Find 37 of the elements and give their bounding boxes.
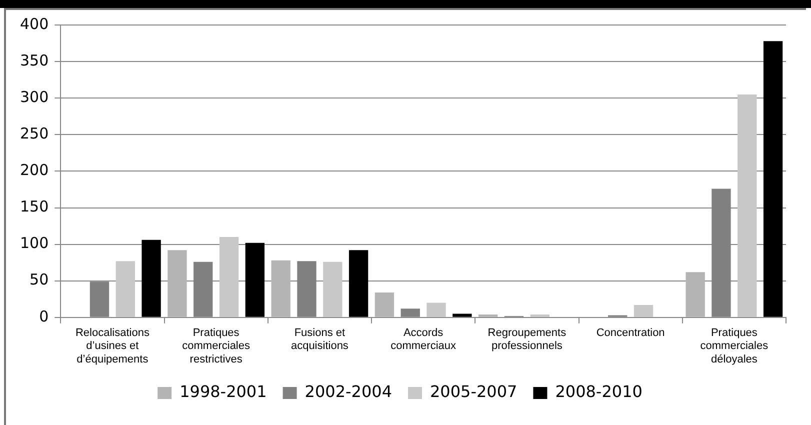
bar bbox=[686, 272, 705, 317]
x-tick-label: Pratiques commerciales déloyales bbox=[700, 327, 769, 366]
bar bbox=[219, 236, 239, 317]
y-tick-label: 150 bbox=[20, 198, 49, 216]
bar bbox=[763, 41, 783, 317]
bar bbox=[168, 250, 187, 317]
bar bbox=[323, 262, 342, 317]
y-tick-label: 350 bbox=[20, 51, 49, 70]
bar bbox=[142, 240, 161, 317]
bar bbox=[374, 292, 394, 317]
x-tick-label: Concentration bbox=[596, 327, 665, 340]
bar bbox=[452, 314, 472, 317]
bar bbox=[348, 250, 368, 317]
x-tick-label: Accords commerciaux bbox=[390, 327, 457, 352]
legend-label: 1998-2001 bbox=[180, 382, 267, 402]
bar bbox=[478, 314, 498, 317]
bar bbox=[271, 260, 290, 317]
x-tick-label: Regroupements professionnels bbox=[488, 327, 567, 352]
y-tick-label: 200 bbox=[20, 161, 49, 180]
legend-label: 2002-2004 bbox=[304, 382, 392, 402]
bar bbox=[530, 314, 550, 317]
y-tick-label: 100 bbox=[20, 234, 49, 252]
x-tick-label: Fusions et acquisitions bbox=[290, 327, 349, 352]
legend-label: 2005-2007 bbox=[430, 382, 518, 402]
y-tick-label: 400 bbox=[20, 14, 49, 33]
bar bbox=[738, 94, 757, 317]
x-tick-label: Pratiques commerciales restrictives bbox=[182, 327, 250, 366]
bar bbox=[426, 302, 446, 317]
legend-label: 2008-2010 bbox=[555, 382, 642, 402]
x-tick-label: Relocalisations d’usines et d’équipements bbox=[75, 327, 150, 366]
y-tick-label: 300 bbox=[20, 88, 49, 106]
bar bbox=[634, 304, 654, 317]
y-tick-label: 250 bbox=[20, 124, 49, 143]
y-tick-label: 50 bbox=[30, 270, 49, 289]
bar bbox=[245, 242, 265, 317]
bar bbox=[116, 261, 135, 317]
y-tick-label: 0 bbox=[39, 307, 49, 326]
